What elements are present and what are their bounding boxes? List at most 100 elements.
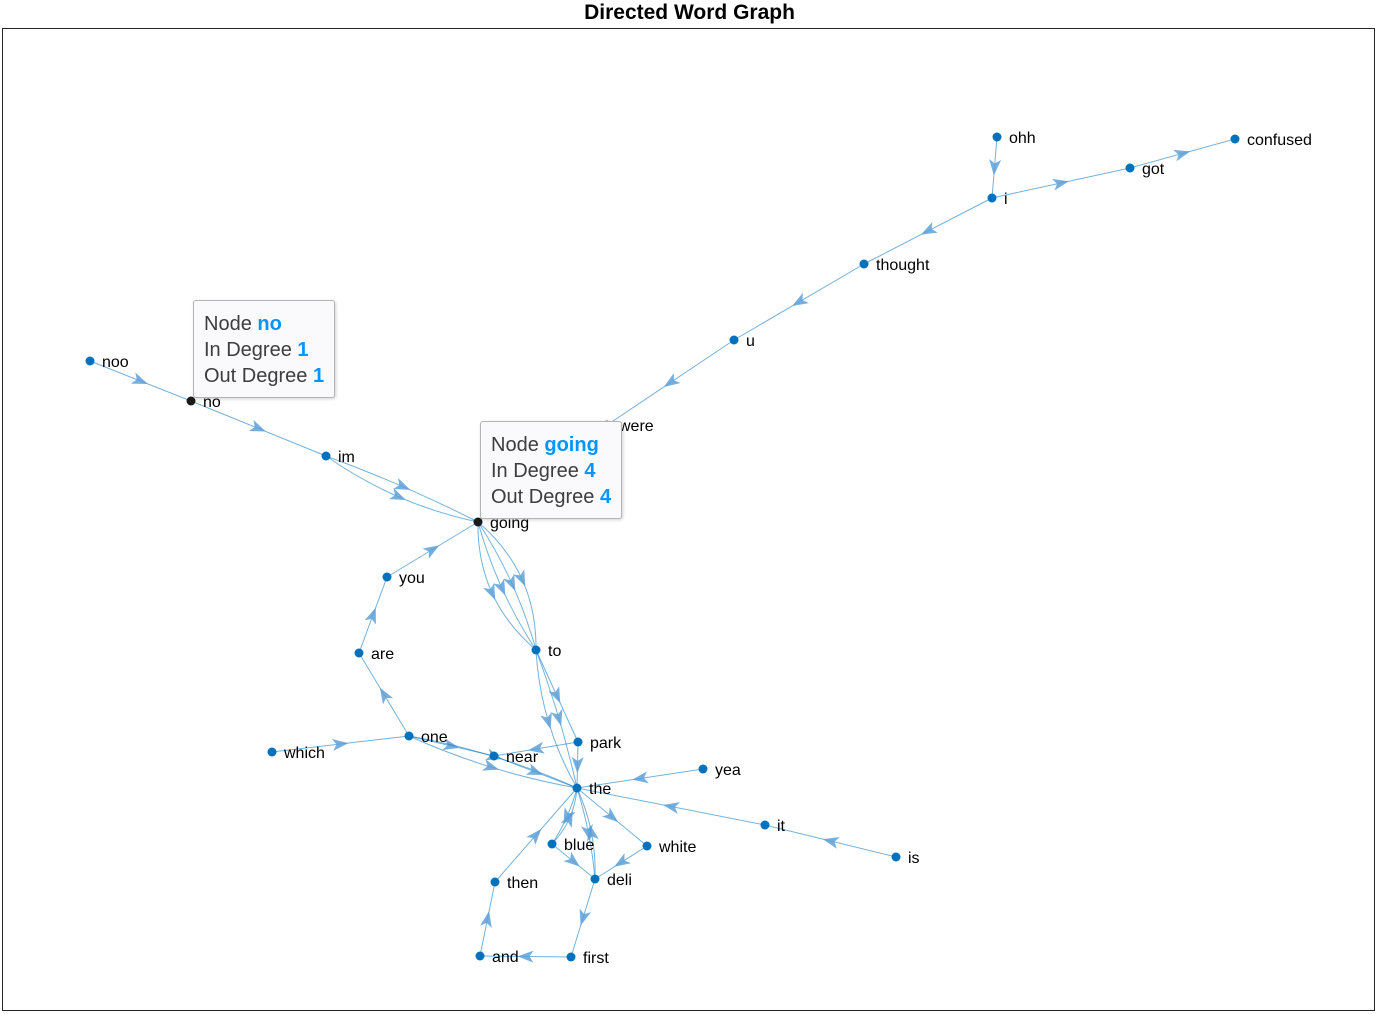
node-it[interactable]	[760, 820, 770, 830]
node-i[interactable]	[987, 193, 997, 203]
node-label-were: were	[618, 418, 654, 435]
node-and[interactable]	[475, 951, 485, 961]
edge-i-thought	[863, 197, 993, 265]
node-blue[interactable]	[547, 839, 557, 849]
node-which[interactable]	[267, 747, 277, 757]
tooltip-node-going: Node going In Degree 4 Out Degree 4	[480, 421, 623, 519]
edge-and-then	[479, 881, 496, 957]
edge-going-to	[477, 521, 537, 651]
node-park[interactable]	[573, 737, 583, 747]
arrowhead	[632, 771, 649, 784]
node-label-the: the	[589, 781, 611, 798]
node-label-i: i	[1004, 191, 1008, 208]
node-label-confused: confused	[1247, 132, 1312, 149]
node-the[interactable]	[572, 783, 582, 793]
node-thought[interactable]	[859, 259, 869, 269]
edge-u-were	[606, 339, 735, 426]
edge-going-to	[477, 521, 537, 651]
arrowhead	[602, 807, 619, 823]
edge-deli-the	[576, 787, 599, 880]
node-you[interactable]	[382, 572, 392, 582]
node-label-are: are	[371, 646, 394, 663]
node-label-u: u	[746, 333, 755, 350]
arrowhead	[526, 828, 542, 845]
edge-park-near	[493, 741, 579, 757]
node-label-noo: noo	[102, 354, 129, 371]
node-got[interactable]	[1125, 163, 1135, 173]
node-label-first: first	[583, 950, 609, 967]
arrowhead	[364, 607, 376, 625]
edges-layer	[89, 136, 1236, 963]
tooltip-node-line: Node no	[204, 313, 282, 335]
arrowhead	[442, 738, 460, 751]
edge-to-the	[535, 649, 578, 789]
node-label-to: to	[548, 643, 561, 660]
tooltip-node-value: going	[544, 434, 599, 456]
arrowhead	[388, 488, 406, 500]
edge-you-going	[386, 521, 479, 578]
tooltip-in-degree-line: In Degree 1	[204, 339, 309, 361]
nodes-layer	[85, 132, 1240, 962]
node-im[interactable]	[321, 451, 331, 461]
arrowhead	[1173, 149, 1191, 162]
node-label-it: it	[777, 818, 786, 835]
node-label-thought: thought	[876, 257, 930, 274]
chart-title: Directed Word Graph	[584, 1, 795, 24]
node-label-ohh: ohh	[1009, 130, 1036, 147]
arrowhead	[525, 763, 543, 775]
node-white[interactable]	[642, 841, 652, 851]
edge-yea-the	[576, 768, 704, 789]
node-to[interactable]	[531, 645, 541, 655]
node-label-park: park	[590, 735, 622, 752]
node-label-white: white	[658, 839, 696, 856]
tooltip-node-no: Node no In Degree 1 Out Degree 1	[193, 300, 336, 398]
node-label-one: one	[421, 729, 448, 746]
node-near[interactable]	[489, 751, 499, 761]
node-deli[interactable]	[590, 874, 600, 884]
arrowhead	[331, 738, 349, 751]
node-first[interactable]	[566, 952, 576, 962]
node-label-you: you	[399, 570, 425, 587]
arrowhead	[571, 756, 584, 773]
arrowhead	[822, 837, 840, 849]
edge-it-the	[576, 787, 766, 826]
node-then[interactable]	[490, 877, 500, 887]
arrowhead	[663, 373, 681, 387]
edge-which-one	[271, 735, 410, 753]
edge-one-are	[358, 652, 410, 737]
edge-then-the	[494, 787, 578, 883]
node-ohh[interactable]	[992, 132, 1002, 142]
edge-to-the	[535, 649, 578, 789]
edge-no-im	[190, 400, 327, 457]
arrowhead	[379, 687, 394, 705]
edge-the-white	[576, 787, 648, 847]
node-one[interactable]	[404, 731, 414, 741]
edge-white-deli	[594, 845, 648, 880]
arrowhead	[548, 686, 561, 704]
edge-to-park	[535, 649, 579, 743]
node-label-near: near	[506, 749, 539, 766]
tooltip-out-degree-value: 4	[599, 486, 612, 508]
edge-blue-the	[551, 787, 578, 845]
tooltip-out-degree-line: Out Degree 1	[204, 365, 325, 387]
node-are[interactable]	[354, 648, 364, 658]
node-confused[interactable]	[1230, 134, 1240, 144]
node-noo[interactable]	[85, 356, 95, 366]
node-u[interactable]	[729, 335, 739, 345]
node-label-going: going	[490, 515, 529, 532]
arrowhead	[563, 851, 580, 867]
edge-ohh-i	[989, 136, 1002, 199]
node-yea[interactable]	[698, 764, 708, 774]
node-no[interactable]	[186, 396, 196, 406]
node-going[interactable]	[473, 517, 483, 527]
edge-thought-u	[733, 263, 865, 341]
arrowhead	[493, 578, 506, 596]
node-label-got: got	[1142, 161, 1165, 178]
node-label-which: which	[283, 745, 325, 762]
node-is[interactable]	[891, 852, 901, 862]
edge-going-to	[477, 521, 537, 651]
arrowhead	[480, 911, 492, 929]
edge-near-the	[493, 755, 578, 789]
tooltip-in-degree-value: 4	[584, 460, 596, 482]
